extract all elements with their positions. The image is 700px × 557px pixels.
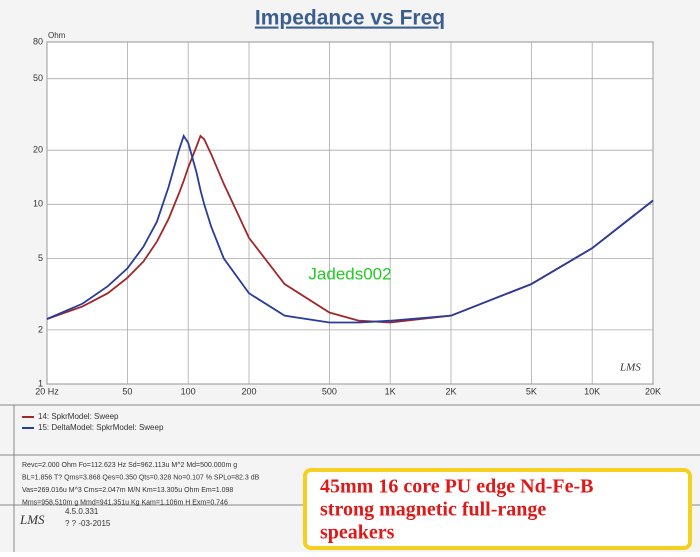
x-tick-label: 50 (122, 386, 132, 396)
footer-date: ? ? -03-2015 (65, 519, 111, 528)
series-line (46, 133, 654, 324)
y-axis-unit: Ohm (48, 31, 66, 40)
y-tick-label: 1 (38, 378, 43, 388)
logo: LMS (619, 362, 641, 374)
parameter-line: BL=1.856 T? Qms=3.868 Qes=0.350 Qts=0.32… (22, 474, 260, 481)
legend-label: 14: SpkrModel: Sweep (38, 412, 119, 421)
y-tick-label: 80 (33, 36, 43, 46)
x-tick-label: 100 (181, 386, 196, 396)
footer-version: 4.5.0.331 (65, 507, 99, 516)
x-tick-label: 500 (322, 386, 337, 396)
parameter-line: Revc=2.000 Ohm Fo=112.623 Hz Sd=962.113u… (22, 462, 237, 469)
watermark: Jadeds002 (308, 264, 391, 283)
footer-logo: LMS (19, 512, 45, 527)
x-tick-label: 200 (241, 386, 256, 396)
chart-title: Impedance vs Freq (255, 7, 445, 30)
parameter-line: Mms=958.510m g Mmd=941.351u Kg Kam=1.106… (22, 499, 228, 506)
y-tick-label: 10 (33, 199, 43, 209)
plot-area (46, 41, 654, 385)
x-tick-label: 5K (526, 386, 537, 396)
caption-line: strong magnetic full-range (320, 499, 546, 521)
legend-label: 15: DeltaModel: SpkrModel: Sweep (38, 423, 164, 432)
x-tick-label: 1K (385, 386, 396, 396)
y-tick-label: 2 (38, 324, 43, 334)
x-tick-label: 2K (445, 386, 456, 396)
y-tick-label: 50 (33, 73, 43, 83)
y-tick-label: 20 (33, 145, 43, 155)
y-tick-label: 5 (38, 253, 43, 263)
caption-line: speakers (320, 522, 395, 544)
x-tick-label: 20 Hz (35, 386, 59, 396)
caption-line: 45mm 16 core PU edge Nd-Fe-B (320, 476, 593, 498)
parameter-line: Vas=269.016u M^3 Cms=2.047m M/N Km=13.30… (22, 487, 233, 494)
x-tick-label: 20K (645, 386, 661, 396)
x-tick-label: 10K (584, 386, 600, 396)
caption-box (303, 468, 692, 550)
series-line (46, 134, 654, 324)
